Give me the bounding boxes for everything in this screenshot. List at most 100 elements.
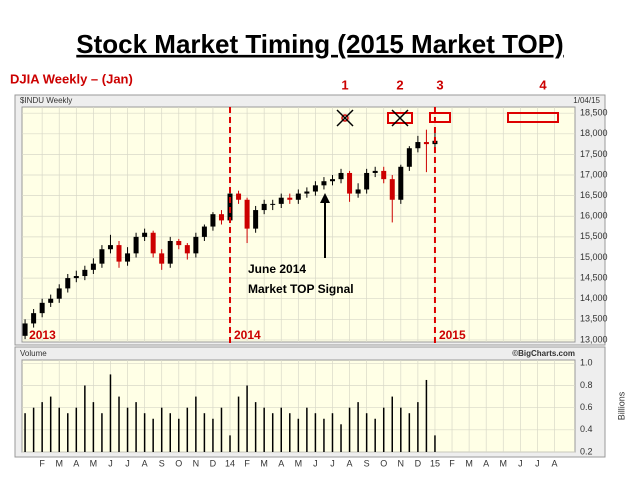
candle-body xyxy=(193,236,199,254)
x-tick-label: A xyxy=(278,458,284,468)
x-tick-label: J xyxy=(518,458,523,468)
candle-body xyxy=(133,236,139,254)
y-axis-label: Billions xyxy=(616,391,626,420)
candle-body xyxy=(167,240,173,264)
candle-body xyxy=(287,197,293,200)
candle-body xyxy=(329,179,335,182)
y-tick-label: 13,000 xyxy=(580,334,608,344)
y-tick-label: 17,500 xyxy=(580,149,608,159)
signal-box xyxy=(387,112,413,124)
x-tick-label: M xyxy=(465,458,473,468)
x-tick-label: A xyxy=(347,458,353,468)
y-tick-label: 18,000 xyxy=(580,128,608,138)
candle-body xyxy=(347,172,353,194)
x-tick-label: A xyxy=(142,458,148,468)
candle-body xyxy=(159,253,165,264)
signal-label: 2 xyxy=(396,77,403,92)
signal-marks xyxy=(336,109,559,127)
x-tick-label: S xyxy=(364,458,370,468)
candle-body xyxy=(364,172,370,190)
candle-body xyxy=(210,214,216,227)
y-tick-label: 17,000 xyxy=(580,169,608,179)
y-tick-label: 0.6 xyxy=(580,402,593,412)
candle-body xyxy=(73,276,79,279)
arrow-head xyxy=(320,193,330,203)
x-tick-label: J xyxy=(313,458,318,468)
date: 1/04/15 xyxy=(573,96,600,105)
candle-body xyxy=(90,263,96,270)
x-tick-label: S xyxy=(159,458,165,468)
x-tick-label: D xyxy=(210,458,217,468)
candle-body xyxy=(321,181,327,186)
x-tick-label: M xyxy=(295,458,303,468)
candle-body xyxy=(415,142,421,149)
candle-body xyxy=(227,193,233,221)
x-tick-label: M xyxy=(90,458,98,468)
signal-box xyxy=(429,112,451,123)
x-mark xyxy=(391,109,409,127)
signal-label: 1 xyxy=(341,77,348,92)
x-tick-label: A xyxy=(483,458,489,468)
candle-body xyxy=(107,245,113,250)
chart-title: Stock Market Timing (2015 Market TOP) xyxy=(76,29,563,59)
candle-body xyxy=(423,142,429,145)
candle-body xyxy=(116,245,122,262)
x-tick-label: J xyxy=(330,458,335,468)
candle-body xyxy=(278,197,284,204)
year-label: 2015 xyxy=(439,328,466,342)
x-tick-label: A xyxy=(73,458,79,468)
candle-body xyxy=(176,240,182,246)
x-tick-label: D xyxy=(415,458,422,468)
marks xyxy=(22,107,438,452)
x-tick-label: F xyxy=(39,458,45,468)
candle-body xyxy=(406,148,412,167)
y-tick-label: 16,000 xyxy=(580,211,608,221)
y-tick-label: 13,500 xyxy=(580,314,608,324)
candle-body xyxy=(312,185,318,192)
year-label: 2014 xyxy=(234,328,261,342)
signal-box xyxy=(507,112,559,123)
annotation: Market TOP Signal xyxy=(248,282,354,296)
credit: ©BigCharts.com xyxy=(512,349,575,358)
candle-body xyxy=(389,179,395,200)
candle-body xyxy=(261,203,267,211)
x-tick-label: J xyxy=(125,458,130,468)
x-tick-label: M xyxy=(500,458,508,468)
x-tick-label: F xyxy=(244,458,250,468)
y-tick-label: 16,500 xyxy=(580,190,608,200)
candle-body xyxy=(270,203,276,205)
x-tick-label: 14 xyxy=(225,458,235,468)
grid xyxy=(22,107,575,453)
y-tick-label: 15,000 xyxy=(580,252,608,262)
annotation: June 2014 xyxy=(248,262,306,276)
signal-label: 4 xyxy=(539,77,547,92)
candle-body xyxy=(244,199,250,229)
candle-body xyxy=(372,170,378,173)
candle-body xyxy=(22,323,28,336)
candle-body xyxy=(48,298,54,303)
x-tick-label: M xyxy=(260,458,268,468)
candle-body xyxy=(381,170,387,180)
x-tick-label: F xyxy=(449,458,455,468)
candle-body xyxy=(304,191,310,194)
x-tick-label: N xyxy=(193,458,200,468)
x-tick-label: M xyxy=(55,458,63,468)
y-tick-label: 18,500 xyxy=(580,108,608,118)
y-tick-label: 14,500 xyxy=(580,272,608,282)
candle-body xyxy=(39,302,45,314)
candle-body xyxy=(218,214,224,221)
candle-body xyxy=(295,193,301,200)
volume-label: Volume xyxy=(20,349,47,358)
candle-body xyxy=(236,193,242,200)
candle-body xyxy=(65,278,71,289)
signal-label: 3 xyxy=(436,77,443,92)
x-tick-label: N xyxy=(398,458,405,468)
x-mark xyxy=(336,109,354,127)
candle-body xyxy=(338,172,344,180)
y-tick-label: 0.8 xyxy=(580,380,593,390)
signal-circle xyxy=(341,114,349,122)
candle-body xyxy=(125,253,131,262)
candle-body xyxy=(56,288,62,299)
